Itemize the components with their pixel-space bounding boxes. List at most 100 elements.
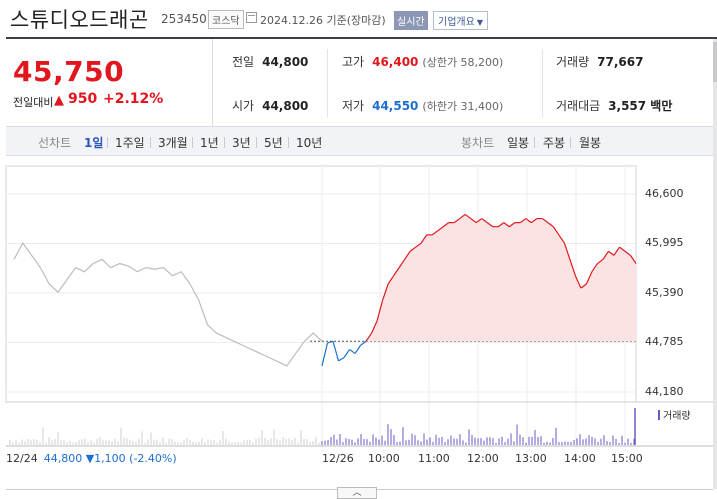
stock-header: 스튜디오드래곤 253450 코스닥 2024.12.26 기준(장마감) 실시… [0,0,717,36]
price-line-segment [387,275,395,285]
candle-chart-label: 봉차트 [461,136,495,150]
price-line-segment [420,234,428,244]
price-line-segment [497,222,505,228]
y-tick-label: 45,995 [645,236,684,249]
tab-daily-candle[interactable]: 일봉 [507,136,530,150]
realtime-button[interactable]: 실시간 [394,11,428,30]
y-tick-label: 44,785 [645,335,684,348]
price-line-segment [338,357,345,362]
current-price: 45,750 [13,55,125,88]
stat-high-label: 고가 [342,55,365,69]
tab-1day[interactable]: 1일 [84,136,104,150]
stat-prev-value: 44,800 [262,55,309,69]
price-line-segment [321,342,329,366]
price-line-segment [552,226,560,236]
price-line-segment [393,267,400,277]
y-tick-label: 46,600 [645,187,684,200]
chart-period-tabs: 선차트 1일 1주일 3개월 1년 3년 5년 10년 봉차트 일봉 주봉 월봉 [6,126,713,156]
x-tick-label: 12:00 [467,452,499,465]
volume-legend-label: 거래량 [663,411,691,422]
price-line-segment [409,246,417,252]
tab-3year[interactable]: 3년 [232,136,251,150]
prev-day-price-line [13,241,323,367]
price-line-segment [547,222,554,228]
stat-open: 시가 44,800 [232,97,308,114]
y-tick-label: 44,180 [645,385,684,398]
price-line-segment [459,213,466,220]
price-line-segment [442,222,450,228]
stock-code: 253450 [161,12,207,26]
price-line-segment [332,341,340,362]
price-line-segment [602,250,609,260]
tab-1year[interactable]: 1년 [200,136,219,150]
stat-low-value: 44,550 [372,99,419,113]
volume-legend: 거래량 [658,407,691,422]
tab-weekly-candle[interactable]: 주봉 [543,136,566,150]
up-arrow-icon: ▲ [54,93,64,108]
tab-1week[interactable]: 1주일 [115,136,145,150]
prev-day-change: ▼1,100 (-2.40%) [85,452,177,465]
price-line-segment [431,230,439,236]
x-tick-label: 12/26 [322,452,354,465]
price-line-segment [453,218,461,224]
change-label: 전일대비 [13,96,54,109]
price-line-segment [608,250,615,256]
price-line-segment [475,218,483,224]
price-line-segment [519,218,527,224]
prev-day-price: 44,800 [43,452,83,465]
price-line-segment [354,345,362,354]
chevron-down-icon: ▼ [476,18,483,27]
tab-3month[interactable]: 3개월 [158,136,188,150]
tab-separator [256,137,257,148]
stat-prev: 전일 44,800 [232,53,308,70]
price-chart: 46,600 45,995 45,390 44,785 44,180 거래량 1… [0,156,717,499]
tab-separator [107,137,108,148]
price-line-segment [508,222,516,228]
stat-volume-label: 거래량 [556,55,590,69]
stat-volume: 거래량 77,667 [556,53,643,70]
price-line-segment [597,258,604,265]
stat-upper-limit: (상한가 58,200) [422,56,504,69]
prev-day-date: 12/24 [6,452,38,465]
price-line-segment [541,218,549,224]
stat-low-label: 저가 [342,99,365,113]
stat-open-value: 44,800 [262,99,309,113]
stat-volume-value: 77,667 [597,55,644,69]
company-overview-label: 기업개요 [438,17,475,28]
price-change-pct: +2.12% [103,91,164,107]
stat-open-label: 시가 [232,99,255,113]
stat-prev-label: 전일 [232,55,255,69]
price-line-segment [398,259,406,268]
tab-10year[interactable]: 10년 [296,136,323,150]
tab-separator [224,137,225,148]
company-overview-dropdown[interactable]: 기업개요 ▼ [433,11,488,30]
calendar-icon [246,12,257,23]
price-line-segment [371,320,378,334]
scrollbar-thumb[interactable] [713,42,717,82]
price-line-segment [591,263,598,273]
price-line-segment [569,259,576,277]
tab-5year[interactable]: 5년 [264,136,283,150]
tab-separator [534,137,535,148]
tab-separator [570,137,571,148]
price-line-segment [343,349,351,358]
market-badge: 코스닥 [208,10,244,29]
prev-day-info: 12/24 44,800 ▼1,100 (-2.40%) [6,452,177,465]
price-line-segment [486,222,494,228]
stat-high-value: 46,400 [372,55,419,69]
x-tick-label: 13:00 [515,452,547,465]
price-summary: 45,750 전일대비 ▲ 950 +2.12% [6,39,213,126]
x-tick-label: 10:00 [368,452,400,465]
x-tick-label: 14:00 [564,452,596,465]
expand-chart-button[interactable]: ︿ [337,487,377,499]
stock-name: 스튜디오드래곤 [10,8,149,32]
price-line-segment [574,275,582,289]
stat-lower-limit: (하한가 31,400) [422,100,504,113]
scrollbar-track[interactable] [713,39,717,489]
stat-high: 고가 46,400 (상한가 58,200) [342,53,503,70]
price-line-segment [437,226,444,232]
y-tick-label: 45,390 [645,286,684,299]
price-line-segment [624,250,631,256]
chevron-up-icon: ︿ [352,488,362,498]
tab-monthly-candle[interactable]: 월봉 [579,136,602,150]
